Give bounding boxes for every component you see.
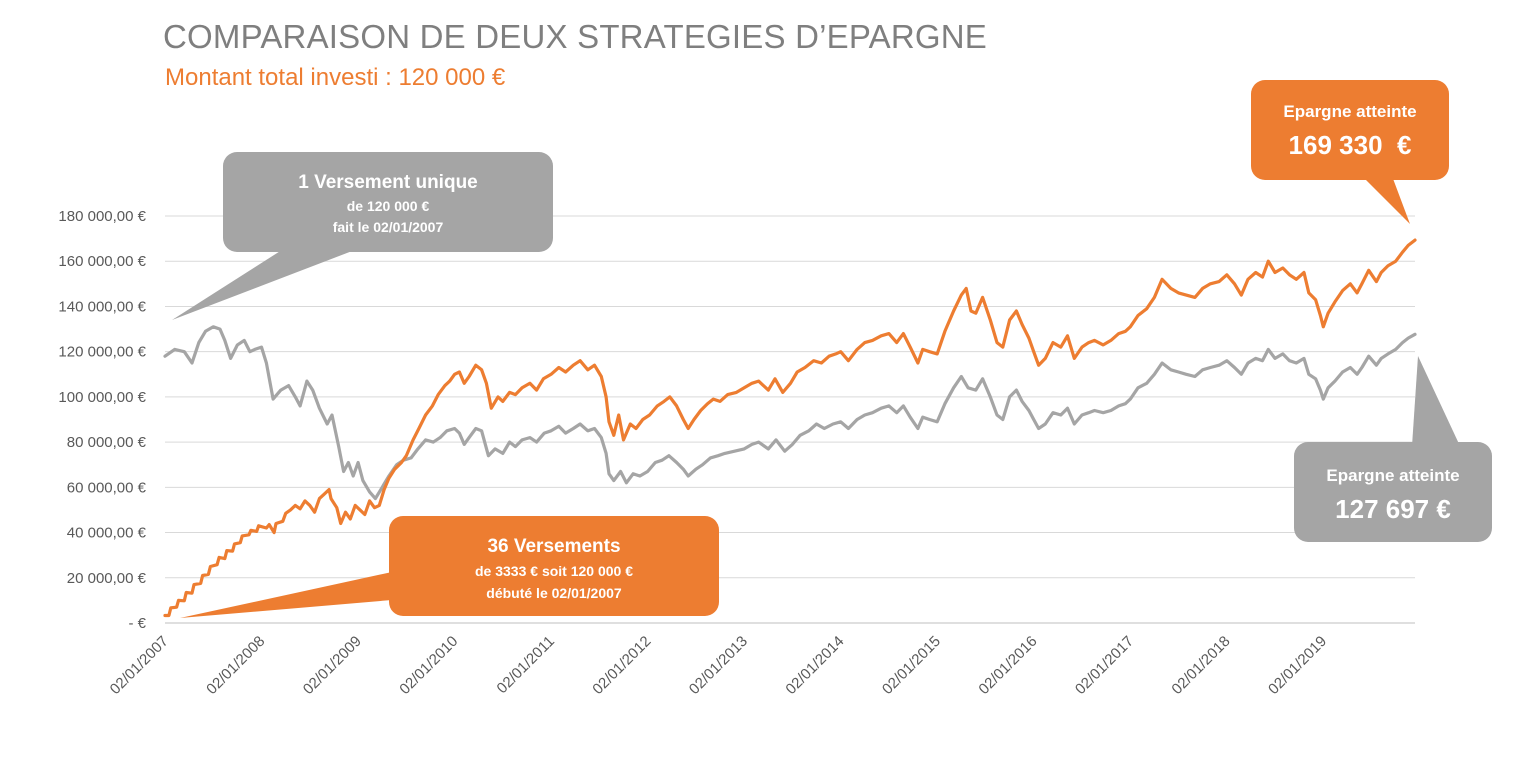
callout-lump-sum-line-3: fait le 02/01/2007: [333, 219, 444, 235]
x-tick-label: 02/01/2009: [300, 633, 365, 698]
y-tick-label: 60 000,00 €: [67, 479, 147, 496]
y-tick-label: 180 000,00 €: [58, 208, 146, 225]
x-tick-label: 02/01/2016: [975, 633, 1040, 698]
y-tick-label: - €: [128, 615, 146, 632]
series-lines: [163, 238, 1417, 618]
callout-monthly-line-1: 36 Versements: [487, 536, 620, 557]
callout-final-orange-box: [1251, 80, 1449, 180]
x-tick-label: 02/01/2013: [686, 633, 751, 698]
callout-lump-sum-pointer: [172, 248, 360, 320]
series-line-orange: [163, 238, 1417, 618]
chart-subtitle: Montant total investi : 120 000 €: [165, 64, 506, 91]
callout-final-orange: Epargne atteinte 169 330 €: [1251, 80, 1449, 224]
callout-final-grey: Epargne atteinte 127 697 €: [1294, 356, 1492, 542]
y-tick-label: 80 000,00 €: [67, 434, 147, 451]
y-tick-label: 120 000,00 €: [58, 344, 146, 361]
callout-final-grey-value: 127 697 €: [1335, 494, 1451, 524]
callout-lump-sum-line-1: 1 Versement unique: [298, 172, 478, 193]
callout-final-orange-value: 169 330 €: [1289, 130, 1412, 160]
y-tick-label: 140 000,00 €: [58, 298, 146, 315]
callout-lump-sum-line-2: de 120 000 €: [347, 198, 430, 214]
callout-final-grey-pointer: [1412, 356, 1460, 446]
x-tick-label: 02/01/2007: [107, 633, 172, 698]
callout-monthly-line-3: débuté le 02/01/2007: [486, 585, 622, 601]
chart-title: COMPARAISON DE DEUX STRATEGIES D’EPARGNE: [163, 18, 987, 55]
x-tick-label: 02/01/2015: [879, 633, 944, 698]
x-tick-label: 02/01/2010: [396, 633, 461, 698]
x-tick-label: 02/01/2017: [1072, 633, 1137, 698]
callout-final-grey-line-1: Epargne atteinte: [1326, 466, 1459, 485]
callout-lump-sum: 1 Versement unique de 120 000 € fait le …: [172, 152, 553, 320]
callout-final-orange-line-1: Epargne atteinte: [1283, 102, 1416, 121]
callout-final-orange-pointer: [1362, 176, 1410, 224]
y-axis-ticks: 180 000,00 € 160 000,00 € 140 000,00 € 120 …: [58, 208, 146, 632]
x-tick-label: 02/01/2012: [589, 633, 654, 698]
callout-monthly-box: [389, 516, 719, 616]
gridlines: [165, 215, 1415, 624]
x-axis-ticks: 02/01/2007 02/01/2008 02/01/2009 02/01/2010…: [107, 633, 1330, 698]
x-tick-label: 02/01/2011: [494, 633, 558, 697]
x-tick-label: 02/01/2019: [1265, 633, 1330, 698]
series-line-grey: [163, 325, 1417, 501]
y-tick-label: 40 000,00 €: [67, 525, 147, 542]
x-tick-label: 02/01/2018: [1168, 633, 1233, 698]
y-tick-label: 160 000,00 €: [58, 253, 146, 270]
y-tick-label: 100 000,00 €: [58, 389, 146, 406]
y-tick-label: 20 000,00 €: [67, 570, 147, 587]
callout-monthly-line-2: de 3333 € soit 120 000 €: [475, 563, 633, 579]
callout-final-grey-box: [1294, 442, 1492, 542]
callout-monthly: 36 Versements de 3333 € soit 120 000 € d…: [180, 516, 719, 618]
callout-monthly-pointer: [180, 572, 392, 618]
x-tick-label: 02/01/2014: [782, 633, 847, 698]
callout-lump-sum-box: [223, 152, 553, 252]
x-tick-label: 02/01/2008: [203, 633, 268, 698]
